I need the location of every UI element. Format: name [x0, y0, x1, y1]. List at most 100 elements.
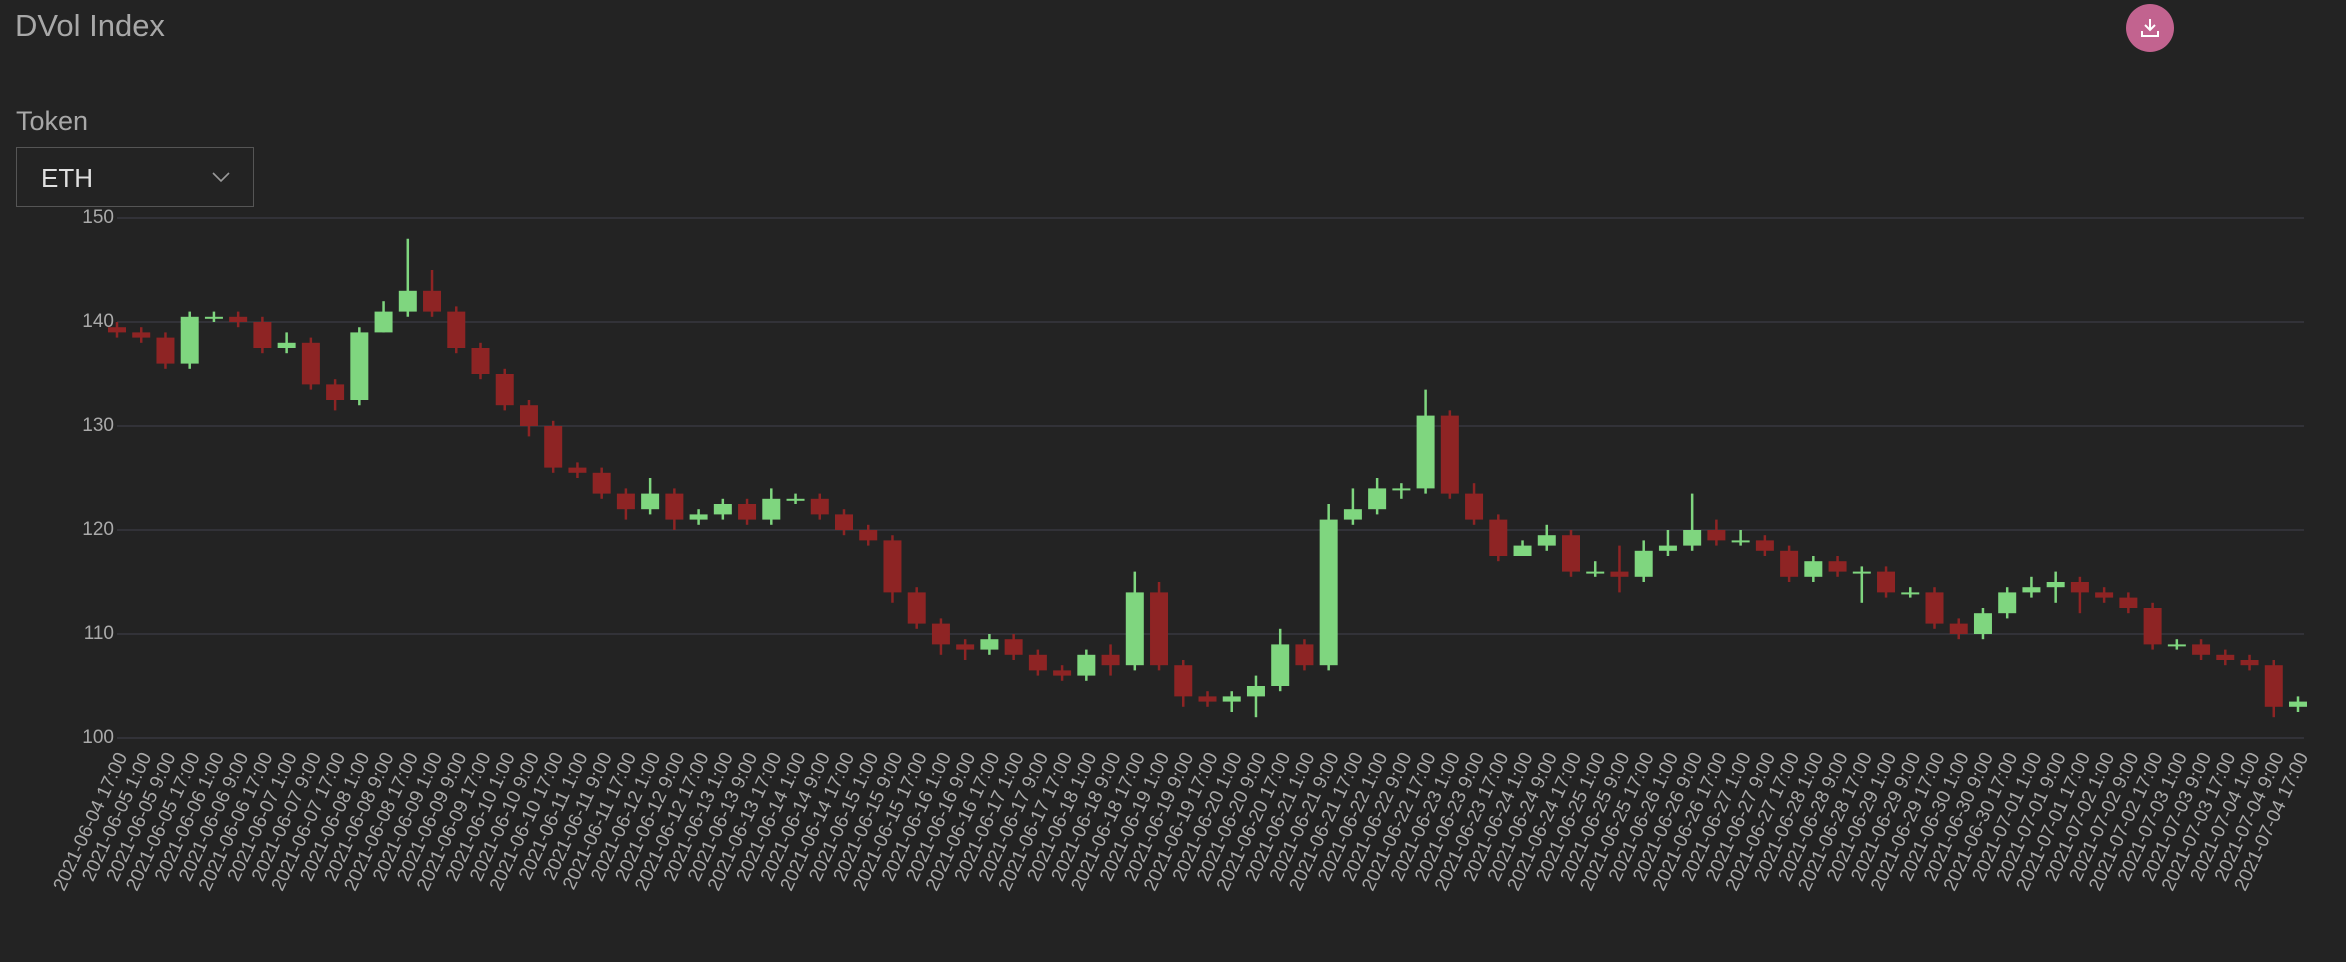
candle-body — [1683, 530, 1702, 546]
candle-body — [1077, 654, 1096, 676]
candle-body — [1610, 571, 1629, 577]
candle-body — [1198, 696, 1217, 702]
candle-body — [1562, 535, 1580, 572]
candle-body — [2289, 701, 2307, 707]
candle-body — [253, 322, 272, 348]
candle-body — [471, 348, 490, 374]
candle-body — [956, 644, 975, 650]
candle-body — [423, 290, 442, 312]
candle-body — [1465, 493, 1484, 520]
candle-body — [108, 327, 126, 333]
candle-body — [883, 540, 902, 593]
download-button[interactable] — [2126, 4, 2174, 52]
candle-body — [1731, 540, 1750, 543]
candle-body — [859, 530, 878, 541]
candle-body — [835, 514, 853, 530]
page-title: DVol Index — [15, 8, 165, 43]
candle-body — [1368, 488, 1387, 510]
candle-body — [1319, 519, 1338, 666]
candle-body — [592, 472, 611, 494]
candle-body — [762, 498, 781, 520]
candle-body — [1901, 592, 1920, 595]
candle-body — [156, 337, 175, 364]
y-tick-label: 110 — [84, 623, 114, 644]
candle-body — [1998, 592, 2017, 614]
y-tick-label: 140 — [82, 311, 114, 332]
candle-body — [1222, 696, 1241, 702]
candle-body — [1658, 545, 1677, 551]
candle-body — [2240, 660, 2259, 666]
candle-body — [1828, 561, 1847, 572]
candle-body — [544, 426, 563, 468]
candle-body — [568, 467, 587, 473]
candle-body — [2070, 582, 2089, 593]
candle-body — [1125, 592, 1144, 666]
candle-body — [980, 639, 999, 650]
candle-body — [1440, 415, 1459, 494]
candle-body — [1949, 623, 1968, 634]
candle-body — [1174, 665, 1193, 697]
candle-body — [786, 498, 805, 501]
token-select[interactable]: ETH — [16, 147, 254, 207]
y-tick-label: 100 — [82, 727, 114, 748]
candle-body — [1295, 644, 1314, 666]
candle-body — [1150, 592, 1169, 666]
candle-body — [1004, 639, 1023, 655]
candle-body — [301, 342, 320, 385]
candle-body — [1634, 550, 1653, 577]
candle-body — [447, 311, 466, 348]
candle-body — [2143, 608, 2162, 645]
candle-body — [2046, 582, 2065, 588]
y-tick-label: 130 — [82, 415, 114, 436]
candle-body — [1537, 535, 1556, 546]
candle-body — [641, 493, 660, 510]
candle-body — [2022, 587, 2041, 593]
candle-body — [1707, 530, 1726, 541]
candle-body — [1780, 550, 1799, 577]
candle-body — [713, 504, 732, 515]
candle-body — [2192, 644, 2211, 655]
chevron — [212, 172, 230, 183]
candle-body — [2216, 654, 2235, 660]
candle-body — [1343, 509, 1362, 520]
candle-body — [204, 316, 223, 319]
candle-body — [519, 405, 538, 426]
candle-body — [398, 290, 417, 312]
candle-body — [1271, 644, 1290, 686]
candle-body — [2095, 592, 2114, 598]
y-tick-label: 120 — [82, 519, 114, 540]
candle-body — [2167, 644, 2186, 647]
candle-body — [1513, 545, 1532, 556]
candle-body — [810, 498, 829, 515]
token-value: ETH — [41, 163, 93, 193]
candle-body — [1028, 654, 1047, 671]
candle-body — [495, 374, 514, 406]
y-tick-label: 150 — [82, 207, 114, 228]
download-icon — [2141, 19, 2159, 37]
candle-body — [180, 316, 199, 364]
candle-body — [326, 384, 345, 400]
candle-body — [1973, 613, 1992, 634]
candle-body — [907, 592, 926, 624]
candle-body — [1877, 571, 1896, 593]
candle-body — [132, 332, 151, 338]
token-label: Token — [16, 106, 89, 136]
candle-body — [350, 332, 369, 400]
candle-body — [1586, 571, 1605, 574]
candle-body — [1925, 592, 1944, 624]
candle-body — [1246, 686, 1265, 697]
candle-body — [738, 504, 757, 520]
candle-body — [1416, 415, 1435, 489]
candle-body — [1852, 571, 1871, 574]
candle-body — [1804, 561, 1823, 577]
candle-body — [277, 342, 296, 348]
candle-body — [1101, 654, 1120, 666]
candle-body — [1755, 540, 1774, 551]
candle-body — [689, 514, 708, 520]
candle-body — [1489, 519, 1508, 556]
candle-body — [665, 493, 684, 520]
candle-body — [1392, 488, 1411, 491]
candle-body — [2264, 665, 2283, 707]
